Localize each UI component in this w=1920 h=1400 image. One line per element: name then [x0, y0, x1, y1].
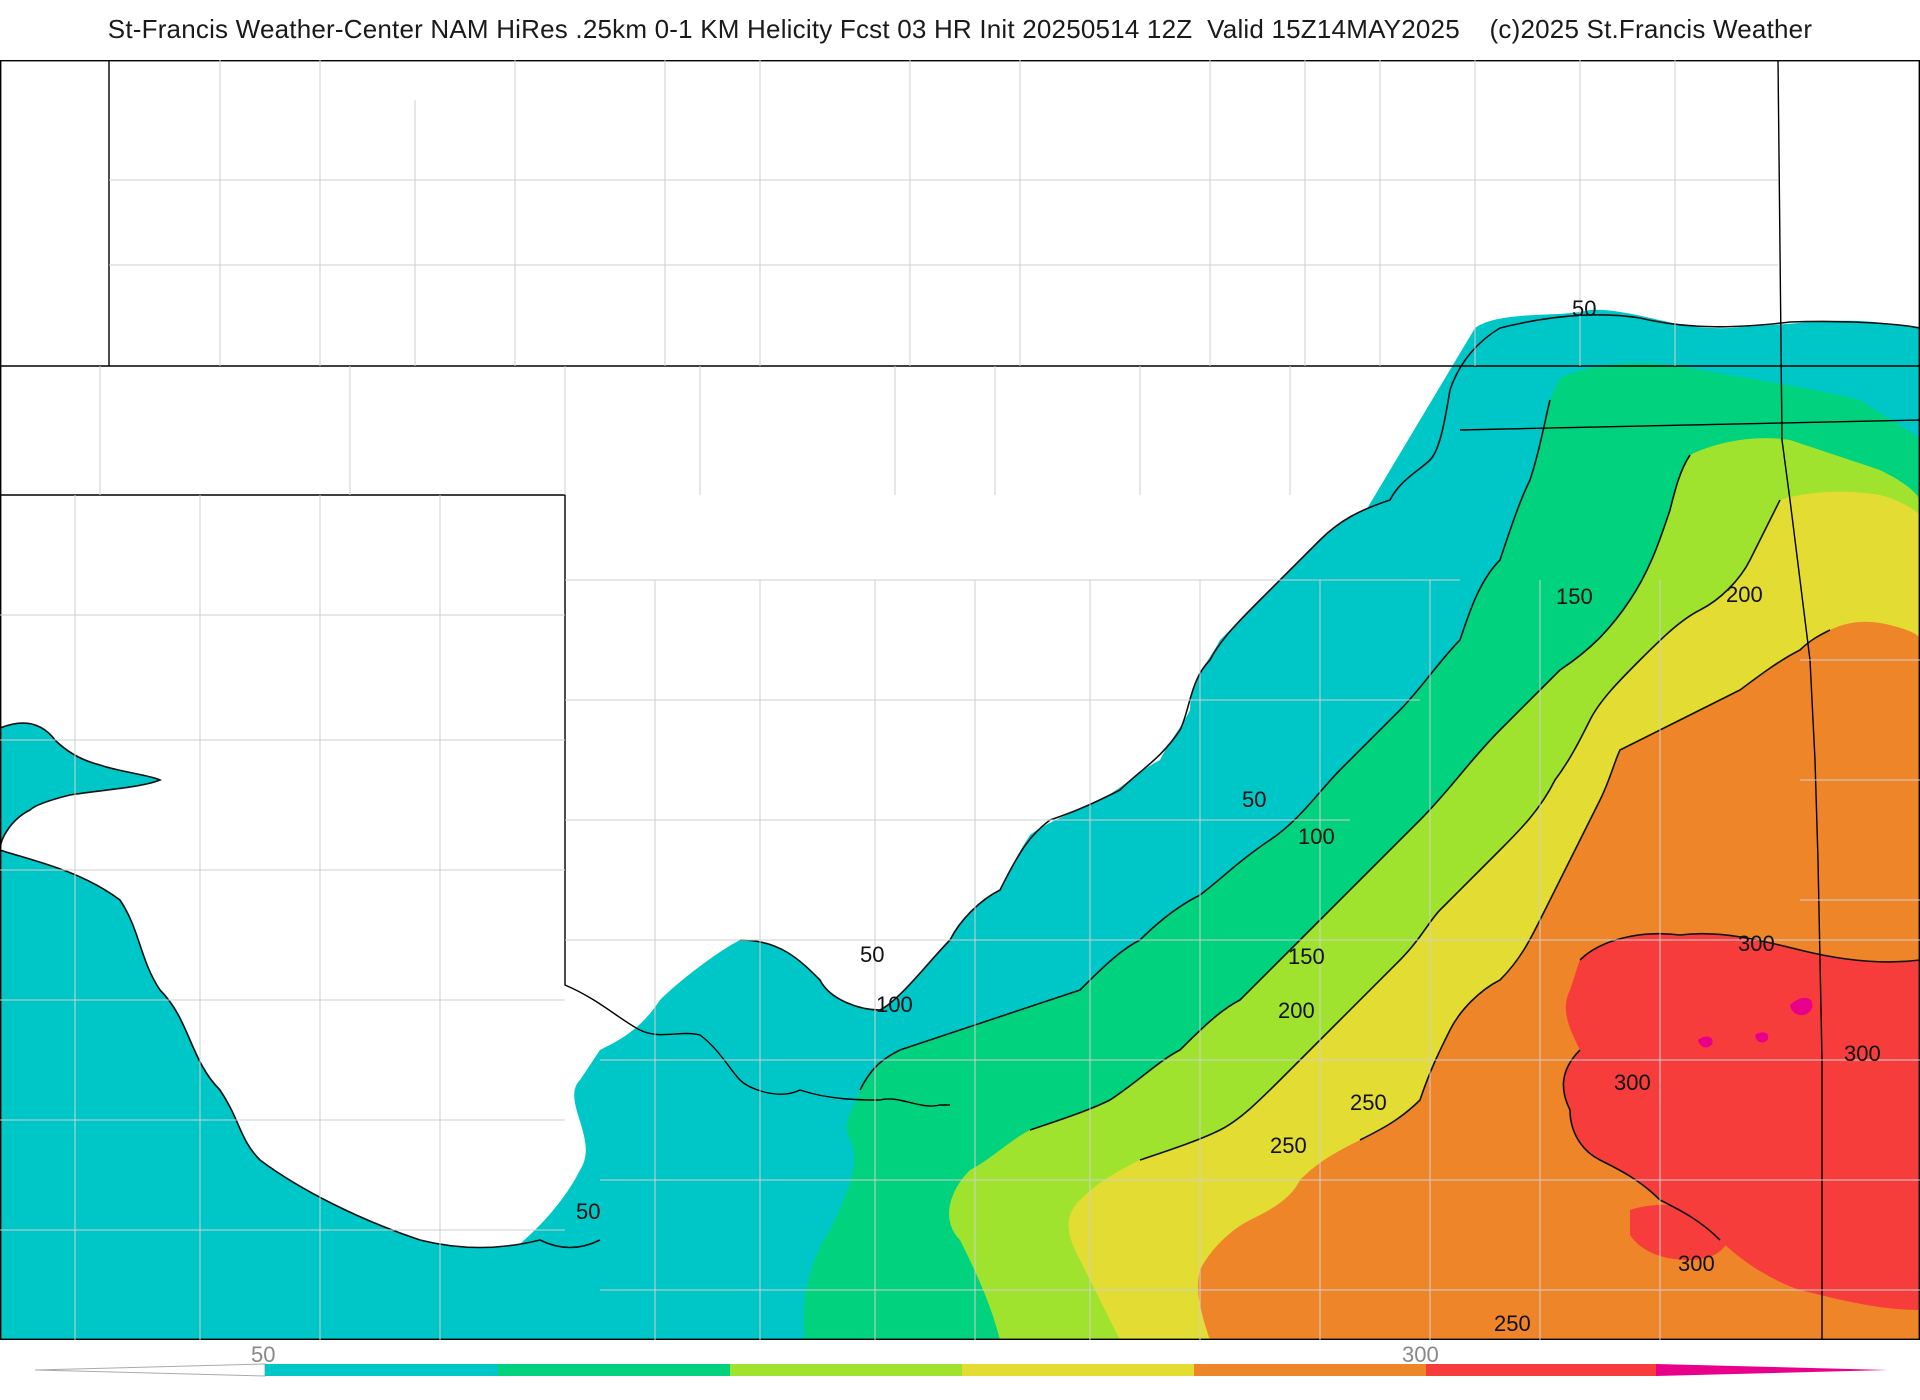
contour-label: 250 — [1350, 1090, 1387, 1115]
map-feature — [0, 495, 565, 1340]
map-feature — [1579, 932, 1920, 963]
colorbar-segment-200 — [962, 1364, 1194, 1376]
band-350-c — [1755, 1032, 1769, 1043]
contour-label: 200 — [1726, 582, 1763, 607]
band-300-c — [1630, 1204, 1729, 1260]
map-feature — [739, 389, 1451, 1011]
colorbar-segment-100 — [498, 1364, 730, 1376]
map-feature — [99, 366, 1291, 495]
band-300-b — [1580, 977, 1661, 1014]
contour-label: 100 — [876, 992, 913, 1017]
contour-label: 200 — [1278, 998, 1315, 1023]
contour-label: 100 — [1298, 824, 1335, 849]
contour-label: 150 — [1288, 944, 1325, 969]
contour-label: 150 — [1556, 584, 1593, 609]
map-feature — [219, 60, 1676, 366]
contour-label: 300 — [1738, 931, 1775, 956]
colorbar-segment-300 — [1426, 1364, 1656, 1376]
map-feature — [1562, 1049, 1721, 1241]
map-feature — [1459, 419, 1920, 431]
contour-label: 300 — [1614, 1070, 1651, 1095]
contour-label: 300 — [1678, 1251, 1715, 1276]
county-lines — [0, 60, 1920, 1340]
colorbar-over-triangle — [1656, 1364, 1888, 1376]
map-feature — [0, 494, 950, 1107]
map-feature — [0, 60, 1920, 1340]
map-feature — [1777, 60, 1823, 1340]
colorbar-under-triangle — [34, 1363, 266, 1377]
map-feature — [1359, 629, 1831, 1141]
contour-label: 300 — [1844, 1041, 1881, 1066]
contour-label: 250 — [1494, 1311, 1531, 1336]
map-feature — [1029, 454, 1691, 1131]
map-feature — [859, 399, 1551, 1091]
contour-label: 50 — [1242, 787, 1266, 812]
band-350-a — [1790, 997, 1813, 1016]
colorbar-tick-label: 300 — [1402, 1342, 1439, 1367]
colorbar — [34, 1363, 1888, 1377]
contour-label-group: 50 50 50 50 100 100 150 150 150 200 200 … — [576, 296, 1881, 1336]
map-feature — [109, 179, 1778, 266]
contour-label: 250 — [1270, 1133, 1307, 1158]
contour-label: 50 — [860, 942, 884, 967]
colorbar-tick-label: 50 — [251, 1342, 276, 1367]
map-title: St-Francis Weather-Center NAM HiRes .25k… — [107, 14, 1813, 44]
map-feature — [1800, 659, 1920, 901]
map-feature — [654, 580, 1661, 1340]
colorbar-segment-250 — [1194, 1364, 1426, 1376]
map-feature — [565, 579, 1920, 1291]
band-300-a — [1563, 933, 1920, 1310]
band-50-west — [0, 723, 609, 1340]
contour-label: 50 — [1572, 296, 1596, 321]
helicity-map: 50 50 50 50 100 100 150 150 150 200 200 … — [0, 60, 1920, 1340]
band-350-b — [1698, 1036, 1713, 1048]
map-feature — [0, 849, 601, 1249]
colorbar-segment-50 — [265, 1364, 498, 1376]
map-feature — [1139, 499, 1781, 1161]
colorbar-segment-150 — [730, 1364, 962, 1376]
contour-lines — [0, 313, 1920, 1249]
contour-label: 50 — [576, 1199, 600, 1224]
map-feature — [1449, 313, 1920, 391]
